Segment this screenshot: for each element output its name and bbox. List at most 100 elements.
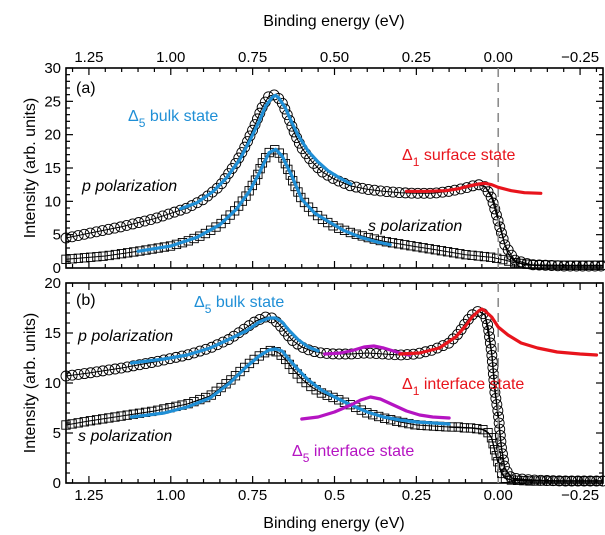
series-p-data-point [115,221,127,233]
panel-b-curves [129,283,599,483]
x-tick-label: 0.00 [484,487,513,504]
series-s-data-point [492,253,502,264]
series-s-data-point [250,175,261,185]
series-s-data-point [449,248,459,258]
x-tick-label: 0.75 [238,487,267,504]
series-p-data-point [60,232,72,244]
x-tick-label: 1.25 [74,487,103,504]
panel-a-curves [136,68,543,268]
y-tick-label: 20 [44,127,61,144]
x-tick-label: 0.5 [324,487,345,504]
series-p-data-point [78,228,90,240]
y-tick-label: 25 [44,93,61,110]
series-p-data-point [60,370,72,382]
series-p-data-point [134,359,145,371]
series-s-data-point [244,186,254,196]
panel-a-label: (a) [76,80,96,97]
panel-b-label: (b) [76,292,96,309]
x-tick-label: −0.25 [561,49,599,66]
series-p-data-point [447,333,459,345]
series-p-data-point [424,187,436,199]
series-s-data-point [237,196,247,206]
series-s-data-point [516,258,526,269]
series-p-data-point [133,217,145,228]
fit-s-bulk-fit [129,347,451,426]
series-s-data-point [259,348,270,358]
series-p-data-point [163,208,175,220]
series-p-data-point [84,227,96,239]
series-s-data-point [455,249,465,259]
x-tick-label: 1.00 [156,49,185,66]
series-s-data-point [98,251,108,261]
series-s-data-point [110,412,120,422]
series-s-data-point [67,254,77,264]
series-s-data-point [406,241,416,251]
series-p-data-point [103,223,114,235]
series-s-data-point [79,253,90,263]
panel-a-ticks: 1.25 1.00 0.75 0.50 0.25 0.00 −0.25 0 5 10 15 20 25 3… [44,49,603,277]
series-p-data-point [279,103,291,115]
x-tick-label: −0.25 [561,487,599,504]
series-p-data-point [72,368,84,380]
series-s-data-point [73,253,84,263]
series-s-data-point [488,439,498,449]
series-p-data-point [121,219,133,231]
series-s-data-point [274,148,284,158]
series-p-data-point [85,367,97,379]
fit-s-edge-fit [449,426,603,482]
series-s-data-point [479,251,490,262]
series-p-data-point [375,185,387,197]
series-s-data-point [116,249,127,259]
series-s-data-point [461,250,471,260]
series-p-data-point [97,225,108,237]
series-p-data-point [350,181,362,193]
panel-a-frame [65,67,604,269]
x-tick-label: 0.75 [238,49,267,66]
series-s-data-point [404,418,414,429]
annotation-d1-interface: Δ1 interface state [402,376,524,398]
series-s-data-point [495,462,505,473]
series-p-data-point [211,182,223,194]
series-s-data-point [497,468,507,479]
series-s-data-point [485,252,496,262]
series-s-data-point [400,240,410,250]
series-s-data-point [398,417,408,428]
series-s-data-point [116,411,126,421]
series-s-data-point [547,260,557,270]
fit-p-surface-fit [404,181,543,195]
y-tick-label: 0 [53,475,61,492]
annotation-p-pol: p polarization [81,178,177,195]
series-s-data-point [473,251,483,261]
x-tick-label: 0.25 [402,49,431,66]
series-p-data-point [78,368,90,380]
series-p-data-point [495,227,507,239]
series-p-data-point [90,226,102,238]
panel-a-xlabel: Binding energy (eV) [263,13,404,30]
series-s-data-point [92,252,102,262]
series-s-data-point [104,250,114,261]
series-p-data-point [174,204,186,216]
y-tick-label: 0 [53,260,61,277]
series-p-data-point [466,309,478,321]
series-p-data-point [344,180,356,192]
x-tick-label: 1.25 [74,49,103,66]
y-tick-label: 15 [44,325,61,342]
y-tick-label: 30 [44,60,61,77]
x-tick-label: 0.50 [320,49,349,66]
series-s-data-line [65,148,603,266]
series-s-data-point [467,250,477,260]
panel-b-annotations: Δ5 bulk state Δ1 interface state Δ5 interf… [77,294,524,465]
series-s-data-point [491,451,501,461]
series-p-data-point [66,369,78,381]
series-p-data-point [482,186,494,198]
series-p-data-point [364,347,376,359]
series-s-data-point [249,354,259,365]
series-s-data-point [86,252,96,262]
series-s-data-point [430,245,440,255]
panel-a-ylabel: Intensity (arb. units) [22,98,39,239]
series-p-data-point [127,360,139,372]
series-p-data-point [230,157,242,169]
series-p-data-point [369,184,380,196]
y-tick-label: 15 [44,160,61,177]
fit-p-bulk-fit [129,316,320,365]
